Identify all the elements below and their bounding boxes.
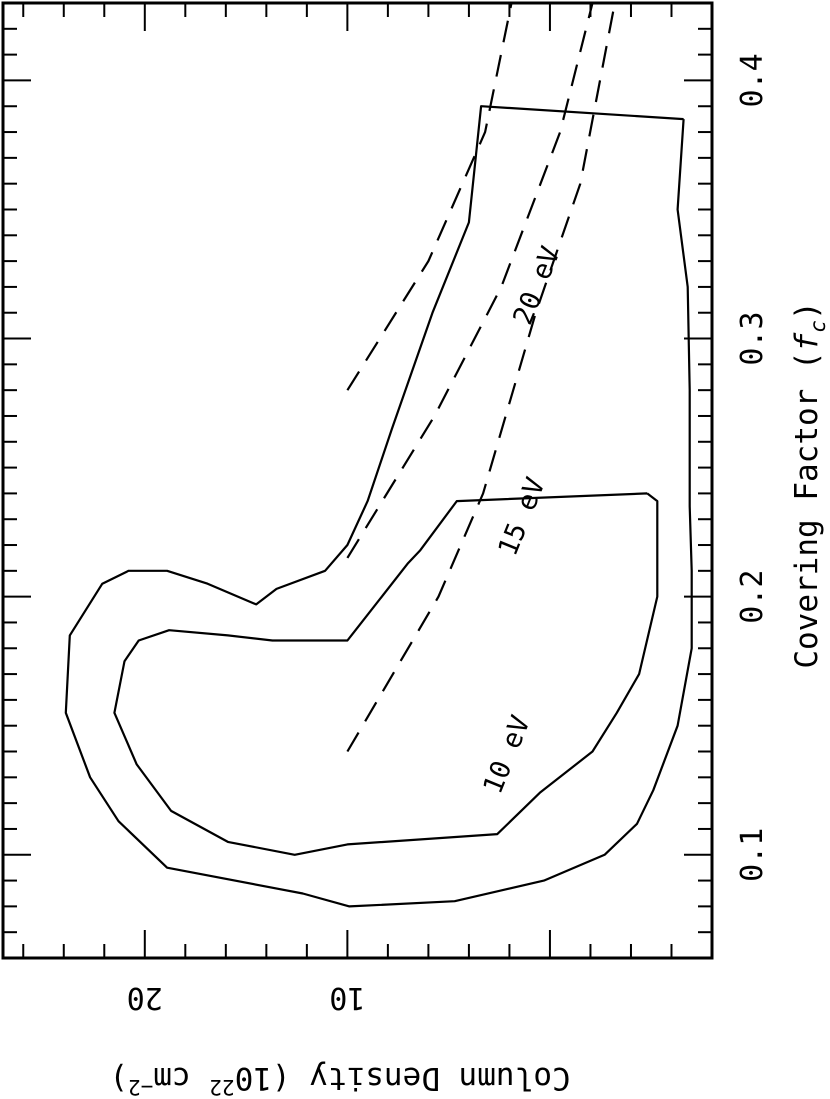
curve-annotation: 15 eV <box>493 473 552 560</box>
x-tick-label: 0.2 <box>735 570 770 624</box>
y-tick-label: 10 <box>329 980 365 1015</box>
contour-lines <box>64 105 693 908</box>
y-axis-tick-labels: 10 20 <box>127 980 366 1015</box>
x-tick-label: 0.4 <box>735 53 770 107</box>
dashed-curve <box>346 2 513 391</box>
y-tick-label: 20 <box>127 980 163 1015</box>
dashed-curve <box>346 2 594 559</box>
plot-border <box>1 1 714 960</box>
dashed-curve <box>346 2 616 753</box>
x-tick-label: 0.3 <box>735 311 770 365</box>
curve-annotation: 20 eV <box>508 242 567 329</box>
curve-annotations: 10 eV 15 eV 20 eV <box>478 242 567 798</box>
plot-frame <box>1 1 714 960</box>
y-axis-title: Column Density (1022 cm−2) <box>109 1060 570 1099</box>
x-axis-title: Covering Factor (fc) <box>789 301 830 668</box>
curve-annotation: 10 eV <box>478 711 537 798</box>
y-axis-ticks <box>22 3 673 958</box>
x-axis-tick-labels: 0.1 0.2 0.3 0.4 <box>735 53 770 882</box>
dashed-curves <box>346 2 616 753</box>
x-tick-label: 0.1 <box>735 828 770 882</box>
x-axis-ticks <box>3 27 712 934</box>
contour-inner <box>113 492 659 856</box>
contour-outer <box>64 105 693 908</box>
